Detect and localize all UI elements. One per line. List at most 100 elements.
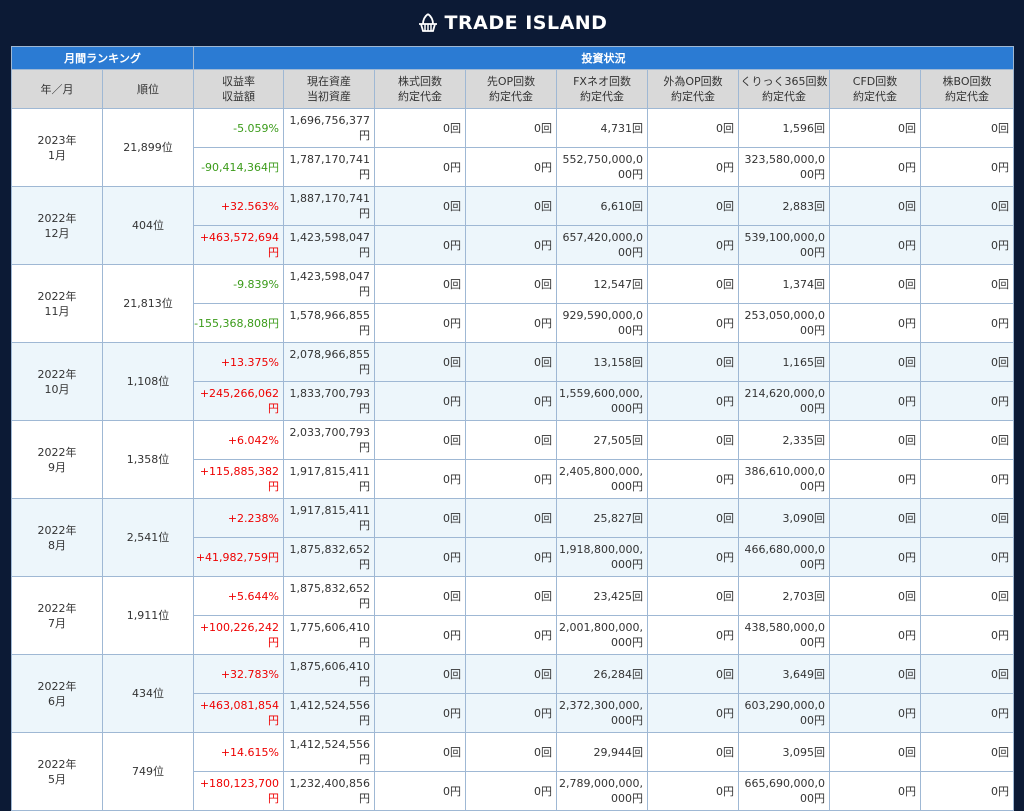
stock-count-cell: 0回 — [374, 420, 467, 460]
cfd-value-cell: 0円 — [829, 303, 922, 343]
rank-cell: 2,541位 — [101, 498, 195, 577]
click365-count-cell: 1,165回 — [738, 342, 831, 382]
stock-bo-value-cell: 0円 — [920, 771, 1015, 811]
initial-asset-cell: 1,423,598,047円 — [283, 225, 376, 265]
brand-logo[interactable]: TRADE ISLAND — [417, 12, 608, 34]
rank-cell: 434位 — [101, 654, 195, 733]
current-asset-cell: 1,412,524,556円 — [283, 732, 376, 772]
futures-op-value-cell: 0円 — [465, 537, 558, 577]
month-label: 6月 — [48, 694, 66, 708]
fx-op-value-cell: 0円 — [647, 615, 740, 655]
stock-bo-count-cell: 0回 — [920, 576, 1015, 616]
return-amount-cell: +245,266,062円 — [193, 381, 285, 421]
stock-count-cell: 0回 — [374, 576, 467, 616]
initial-asset-cell: 1,578,966,855円 — [283, 303, 376, 343]
initial-asset-cell: 1,833,700,793円 — [283, 381, 376, 421]
cfd-count-cell: 0回 — [829, 576, 922, 616]
stock-bo-count-cell: 0回 — [920, 732, 1015, 772]
futures-op-value-cell: 0円 — [465, 381, 558, 421]
stock-bo-value-cell: 0円 — [920, 459, 1015, 499]
table-row-sub: -90,414,364円 1,787,170,741円 0円 0円 552,750,00… — [12, 147, 1015, 187]
return-amount-cell: +180,123,700円 — [193, 771, 285, 811]
fx-neo-count-cell: 6,610回 — [556, 186, 649, 226]
col-fx-neo-header: FXネオ回数 約定代金 — [556, 69, 649, 109]
year-label: 2022年 — [37, 757, 77, 771]
return-rate-cell: -9.839% — [193, 264, 285, 304]
table-row-sub: +115,885,382円 1,917,815,411円 0円 0円 2,405,800… — [12, 459, 1015, 499]
fx-neo-value-cell: 2,405,800,000,000円 — [556, 459, 649, 499]
futures-op-count-cell: 0回 — [465, 498, 558, 538]
return-amount-cell: +463,081,854円 — [193, 693, 285, 733]
stock-bo-count-cell: 0回 — [920, 498, 1015, 538]
fx-op-count-cell: 0回 — [647, 342, 740, 382]
fx-op-value-cell: 0円 — [647, 693, 740, 733]
month-label: 10月 — [44, 382, 70, 396]
fx-neo-count-cell: 29,944回 — [556, 732, 649, 772]
month-label: 11月 — [44, 304, 70, 318]
table-body: 2023年 1月 21,899位 -5.059% 1,696,756,377円 0回 0回 4… — [11, 108, 1015, 811]
table-row: 2022年 6月 434位 +32.783% 1,875,606,410円 0回 0回 26,… — [11, 654, 1015, 733]
stock-bo-count-cell: 0回 — [920, 342, 1015, 382]
fx-neo-count-cell: 26,284回 — [556, 654, 649, 694]
stock-bo-count-cell: 0回 — [920, 186, 1015, 226]
return-amount-cell: +41,982,759円 — [193, 537, 285, 577]
fx-neo-value-cell: 552,750,000,000円 — [556, 147, 649, 187]
click365-count-cell: 1,374回 — [738, 264, 831, 304]
initial-asset-cell: 1,787,170,741円 — [283, 147, 376, 187]
futures-op-count-cell: 0回 — [465, 420, 558, 460]
current-asset-cell: 1,917,815,411円 — [283, 498, 376, 538]
month-cell: 2022年 10月 — [11, 342, 103, 421]
initial-asset-cell: 1,412,524,556円 — [283, 693, 376, 733]
col-return-header: 収益率 収益額 — [193, 69, 285, 109]
month-label: 5月 — [48, 772, 66, 786]
stock-count-cell: 0回 — [374, 342, 467, 382]
table-row-sub: +41,982,759円 1,875,832,652円 0円 0円 1,918,800,… — [12, 537, 1015, 577]
stock-bo-count-cell: 0回 — [920, 108, 1015, 148]
table-row: 2022年 9月 1,358位 +6.042% 2,033,700,793円 0回 0回 27… — [11, 420, 1015, 499]
cfd-count-cell: 0回 — [829, 420, 922, 460]
initial-asset-cell: 1,875,832,652円 — [283, 537, 376, 577]
year-label: 2022年 — [37, 289, 77, 303]
click365-count-cell: 3,090回 — [738, 498, 831, 538]
fx-neo-count-cell: 27,505回 — [556, 420, 649, 460]
cfd-count-cell: 0回 — [829, 498, 922, 538]
fx-op-count-cell: 0回 — [647, 732, 740, 772]
initial-asset-cell: 1,232,400,856円 — [283, 771, 376, 811]
futures-op-count-cell: 0回 — [465, 264, 558, 304]
current-asset-cell: 1,423,598,047円 — [283, 264, 376, 304]
rank-cell: 404位 — [101, 186, 195, 265]
trade-island-logo-icon — [418, 13, 437, 32]
table-row: 2022年 11月 21,813位 -9.839% 1,423,598,047円 0回 0回… — [11, 264, 1015, 343]
stock-bo-value-cell: 0円 — [920, 615, 1015, 655]
stock-count-cell: 0回 — [374, 264, 467, 304]
fx-op-count-cell: 0回 — [647, 576, 740, 616]
fx-op-value-cell: 0円 — [647, 771, 740, 811]
stock-value-cell: 0円 — [374, 459, 467, 499]
stock-count-cell: 0回 — [374, 186, 467, 226]
cfd-count-cell: 0回 — [829, 186, 922, 226]
current-asset-cell: 2,033,700,793円 — [283, 420, 376, 460]
return-amount-cell: +100,226,242円 — [193, 615, 285, 655]
click365-count-cell: 3,095回 — [738, 732, 831, 772]
cfd-count-cell: 0回 — [829, 342, 922, 382]
current-asset-cell: 1,887,170,741円 — [283, 186, 376, 226]
futures-op-value-cell: 0円 — [465, 615, 558, 655]
fx-op-value-cell: 0円 — [647, 459, 740, 499]
table-row: 2022年 10月 1,108位 +13.375% 2,078,966,855円 0回 0回… — [11, 342, 1015, 421]
table-row-sub: +463,081,854円 1,412,524,556円 0円 0円 2,372,300… — [12, 693, 1015, 733]
fx-op-count-cell: 0回 — [647, 420, 740, 460]
year-label: 2022年 — [37, 523, 77, 537]
fx-neo-value-cell: 2,372,300,000,000円 — [556, 693, 649, 733]
rank-cell: 1,108位 — [101, 342, 195, 421]
return-amount-cell: +115,885,382円 — [193, 459, 285, 499]
cfd-count-cell: 0回 — [829, 654, 922, 694]
click365-value-cell: 386,610,000,000円 — [738, 459, 831, 499]
rank-cell: 1,911位 — [101, 576, 195, 655]
fx-neo-count-cell: 23,425回 — [556, 576, 649, 616]
click365-value-cell: 438,580,000,000円 — [738, 615, 831, 655]
click365-value-cell: 466,680,000,000円 — [738, 537, 831, 577]
current-asset-cell: 1,696,756,377円 — [283, 108, 376, 148]
cfd-count-cell: 0回 — [829, 732, 922, 772]
col-click365-header: くりっく365回数 約定代金 — [738, 69, 831, 109]
click365-value-cell: 214,620,000,000円 — [738, 381, 831, 421]
